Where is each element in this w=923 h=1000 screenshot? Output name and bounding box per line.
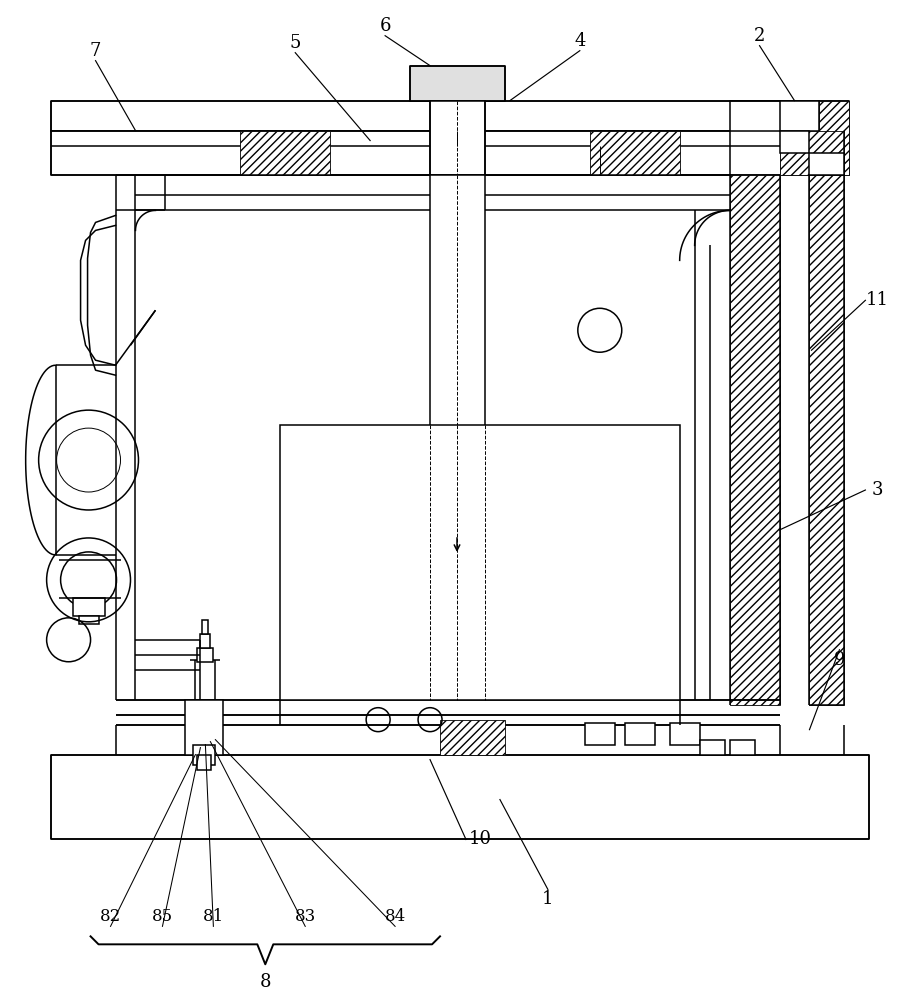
- Bar: [430, 101, 485, 175]
- Bar: [780, 131, 809, 153]
- Bar: [430, 175, 485, 440]
- Text: 11: 11: [866, 291, 889, 309]
- Bar: [73, 598, 104, 616]
- Text: 85: 85: [152, 908, 173, 925]
- Text: 81: 81: [203, 908, 224, 925]
- Text: 8: 8: [259, 973, 271, 991]
- Bar: [809, 153, 845, 175]
- Bar: [78, 616, 99, 624]
- Bar: [670, 723, 700, 745]
- Bar: [198, 648, 213, 662]
- Text: 6: 6: [379, 17, 390, 35]
- Bar: [780, 101, 820, 131]
- Bar: [198, 755, 211, 770]
- Bar: [820, 101, 849, 175]
- Bar: [729, 101, 849, 175]
- Bar: [729, 175, 780, 705]
- Text: 5: 5: [290, 34, 301, 52]
- Text: 10: 10: [469, 830, 491, 848]
- Bar: [625, 723, 654, 745]
- Bar: [51, 101, 780, 131]
- Bar: [585, 723, 615, 745]
- Text: 2: 2: [754, 27, 765, 45]
- Text: 83: 83: [294, 908, 316, 925]
- Bar: [194, 745, 215, 765]
- Bar: [780, 131, 820, 175]
- Bar: [240, 131, 330, 175]
- Bar: [440, 720, 505, 755]
- Bar: [590, 131, 679, 175]
- Bar: [700, 740, 725, 755]
- Bar: [729, 740, 755, 755]
- Text: 4: 4: [574, 32, 585, 50]
- Bar: [200, 634, 210, 648]
- Text: 9: 9: [833, 651, 845, 669]
- Text: 3: 3: [871, 481, 883, 499]
- Bar: [809, 175, 845, 705]
- Bar: [281, 425, 679, 700]
- Text: 82: 82: [100, 908, 121, 925]
- Bar: [186, 700, 223, 755]
- Bar: [202, 620, 209, 634]
- Text: 1: 1: [542, 890, 554, 908]
- Bar: [410, 66, 505, 101]
- Text: 7: 7: [90, 42, 102, 60]
- Bar: [51, 755, 869, 839]
- Text: 84: 84: [385, 908, 406, 925]
- Bar: [51, 131, 780, 175]
- Bar: [780, 131, 845, 175]
